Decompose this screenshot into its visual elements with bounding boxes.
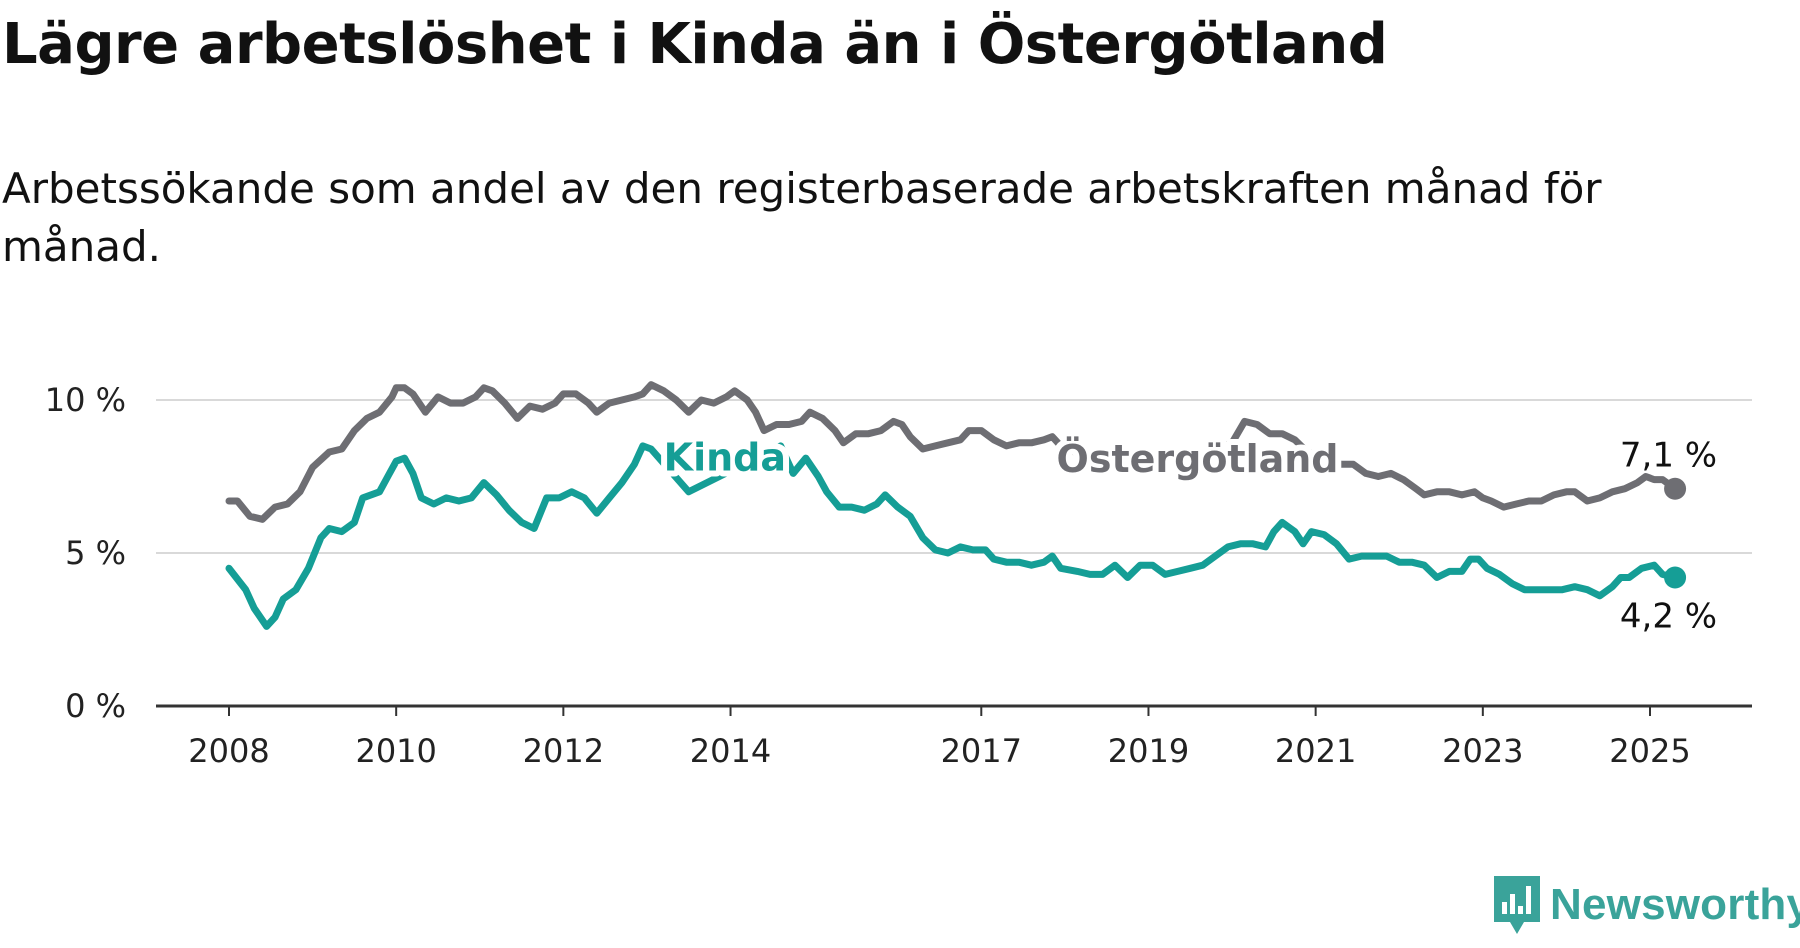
series-line-1 [225, 442, 1679, 630]
chart-title: Lägre arbetslöshet i Kinda än i Östergöt… [2, 12, 1388, 77]
x-tick-label: 2025 [1609, 732, 1690, 770]
end-value-label: 7,1 % [1620, 436, 1717, 476]
x-tick-label: 2021 [1275, 732, 1356, 770]
chart-subtitle: Arbetssökande som andel av den registerb… [2, 164, 1602, 271]
y-tick-label: 0 % [65, 687, 126, 725]
x-tick-label: 2014 [690, 732, 771, 770]
y-tick-label: 10 % [45, 381, 126, 419]
series-end-point [1664, 566, 1687, 589]
x-tick-label: 2019 [1108, 732, 1189, 770]
newsworthy-logo-icon [1494, 876, 1540, 934]
y-tick-label: 5 % [65, 534, 126, 572]
brand-logo: Newsworthy [1494, 876, 1800, 934]
x-tick-label: 2023 [1442, 732, 1523, 770]
x-tick-label: 2010 [355, 732, 436, 770]
x-tick-label: 2008 [188, 732, 269, 770]
end-value-label: 4,2 % [1620, 596, 1717, 636]
brand-name: Newsworthy [1550, 880, 1800, 929]
series-end-point [1664, 477, 1687, 500]
x-tick-label: 2017 [941, 732, 1022, 770]
series-line-0 [225, 381, 1679, 523]
x-tick-label: 2012 [523, 732, 604, 770]
series-label: Östergötland [1057, 437, 1339, 481]
series-label: Kinda [664, 435, 786, 479]
